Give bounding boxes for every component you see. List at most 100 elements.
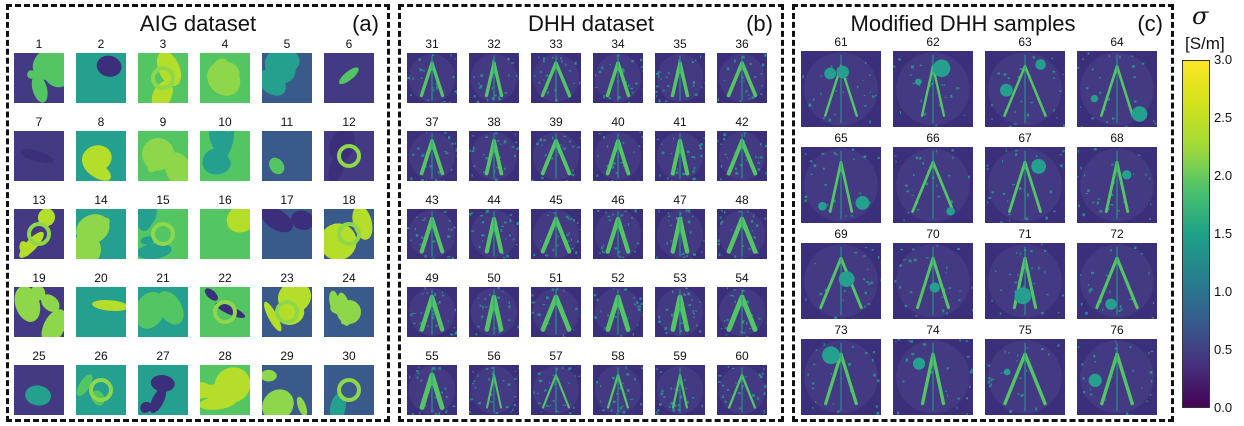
sample-tile: 57 <box>531 349 581 415</box>
sample-number: 16 <box>218 193 232 207</box>
colorbar-symbol: σ <box>1192 2 1209 30</box>
sample-number: 24 <box>342 271 356 285</box>
sample-number: 45 <box>549 193 563 207</box>
colorbar-tick-label: 2.5 <box>1214 110 1233 125</box>
sample-number: 9 <box>159 115 167 129</box>
sample-tile: 1 <box>14 37 64 103</box>
sample-number: 62 <box>926 35 940 49</box>
sample-image <box>469 131 519 181</box>
sample-image <box>324 131 374 181</box>
sample-number: 56 <box>487 349 501 363</box>
sample-number: 34 <box>611 37 625 51</box>
sample-tile: 55 <box>407 349 457 415</box>
sample-image <box>324 287 374 337</box>
sample-number: 2 <box>97 37 105 51</box>
sample-tile: 16 <box>200 193 250 259</box>
sample-number: 37 <box>425 115 439 129</box>
sample-image <box>14 209 64 259</box>
sample-tile: 35 <box>655 37 705 103</box>
sample-number: 67 <box>1018 131 1032 145</box>
sample-image <box>593 365 643 415</box>
sample-image <box>138 287 188 337</box>
sample-image <box>893 51 973 127</box>
sample-number: 26 <box>94 349 108 363</box>
sample-tile: 18 <box>324 193 374 259</box>
sample-image <box>893 147 973 223</box>
sample-number: 12 <box>342 115 356 129</box>
sample-image <box>1077 243 1157 319</box>
sample-number: 23 <box>280 271 294 285</box>
sample-number: 14 <box>94 193 108 207</box>
sample-number: 6 <box>345 37 353 51</box>
sample-tile: 19 <box>14 271 64 337</box>
sample-image <box>407 131 457 181</box>
aig-dataset-panel: AIG dataset (a) 1 2 3 4 5 6 7 8 9 10 11 12 13 14 15 16 1… <box>6 4 390 422</box>
sample-number: 38 <box>487 115 501 129</box>
sample-image <box>14 131 64 181</box>
sample-tile: 76 <box>1077 323 1157 415</box>
sample-number: 35 <box>673 37 687 51</box>
sample-tile: 58 <box>593 349 643 415</box>
sample-tile: 47 <box>655 193 705 259</box>
sample-image <box>1077 147 1157 223</box>
sample-image <box>593 287 643 337</box>
sample-image <box>469 209 519 259</box>
sample-number: 65 <box>834 131 848 145</box>
sample-image <box>593 53 643 103</box>
sample-number: 55 <box>425 349 439 363</box>
sample-image <box>76 287 126 337</box>
sample-tile: 49 <box>407 271 457 337</box>
sample-tile: 51 <box>531 271 581 337</box>
sample-tile: 27 <box>138 349 188 415</box>
sample-tile: 30 <box>324 349 374 415</box>
sample-image <box>985 339 1065 415</box>
sample-number: 4 <box>221 37 229 51</box>
panel-title: Modified DHH samples <box>850 11 1076 36</box>
sample-tile: 10 <box>200 115 250 181</box>
sample-number: 3 <box>159 37 167 51</box>
sample-number: 8 <box>97 115 105 129</box>
sample-tile: 37 <box>407 115 457 181</box>
sample-image <box>76 53 126 103</box>
sample-number: 76 <box>1110 323 1124 337</box>
sample-tile: 5 <box>262 37 312 103</box>
sample-number: 25 <box>32 349 46 363</box>
panel-tag: (b) <box>746 11 773 36</box>
sample-tile: 74 <box>893 323 973 415</box>
sample-tile: 75 <box>985 323 1065 415</box>
sample-number: 52 <box>611 271 625 285</box>
sample-number: 22 <box>218 271 232 285</box>
sample-tile: 33 <box>531 37 581 103</box>
sample-image <box>14 53 64 103</box>
sample-image <box>14 287 64 337</box>
sample-tile: 2 <box>76 37 126 103</box>
sample-number: 46 <box>611 193 625 207</box>
sample-number: 64 <box>1110 35 1124 49</box>
sample-tile: 67 <box>985 131 1065 223</box>
sample-tile: 48 <box>717 193 767 259</box>
sample-image <box>200 53 250 103</box>
sample-number: 39 <box>549 115 563 129</box>
sample-image <box>138 365 188 415</box>
sample-tile: 25 <box>14 349 64 415</box>
sample-image <box>262 131 312 181</box>
sample-image <box>138 209 188 259</box>
sample-tile: 38 <box>469 115 519 181</box>
sample-image <box>801 339 881 415</box>
sample-tile: 43 <box>407 193 457 259</box>
sample-tile: 39 <box>531 115 581 181</box>
sample-image <box>531 365 581 415</box>
sample-image <box>717 287 767 337</box>
colorbar-tick-label: 2.0 <box>1214 168 1233 183</box>
sample-image <box>655 53 705 103</box>
sample-image <box>138 131 188 181</box>
sample-image <box>531 209 581 259</box>
sample-image <box>717 53 767 103</box>
sample-tile: 40 <box>593 115 643 181</box>
sample-tile: 26 <box>76 349 126 415</box>
colorbar-unit: [S/m] <box>1185 34 1225 53</box>
sample-number: 72 <box>1110 227 1124 241</box>
sample-image <box>469 53 519 103</box>
colorbar-tick-label: 3.0 <box>1214 52 1233 67</box>
sample-tile: 62 <box>893 35 973 127</box>
